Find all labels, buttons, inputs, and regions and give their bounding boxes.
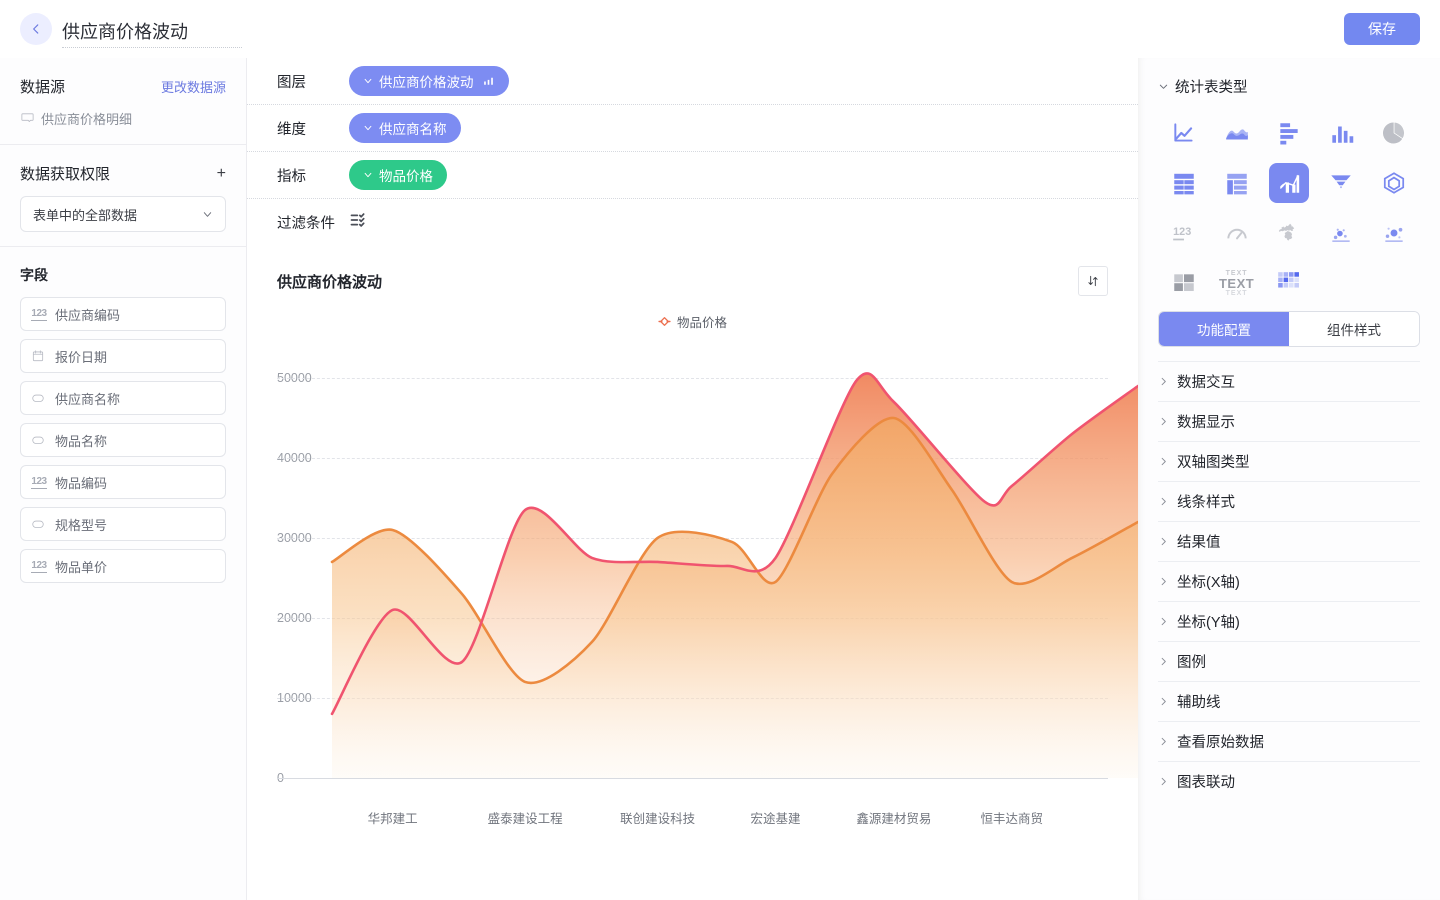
svg-text:123: 123	[1173, 226, 1191, 238]
